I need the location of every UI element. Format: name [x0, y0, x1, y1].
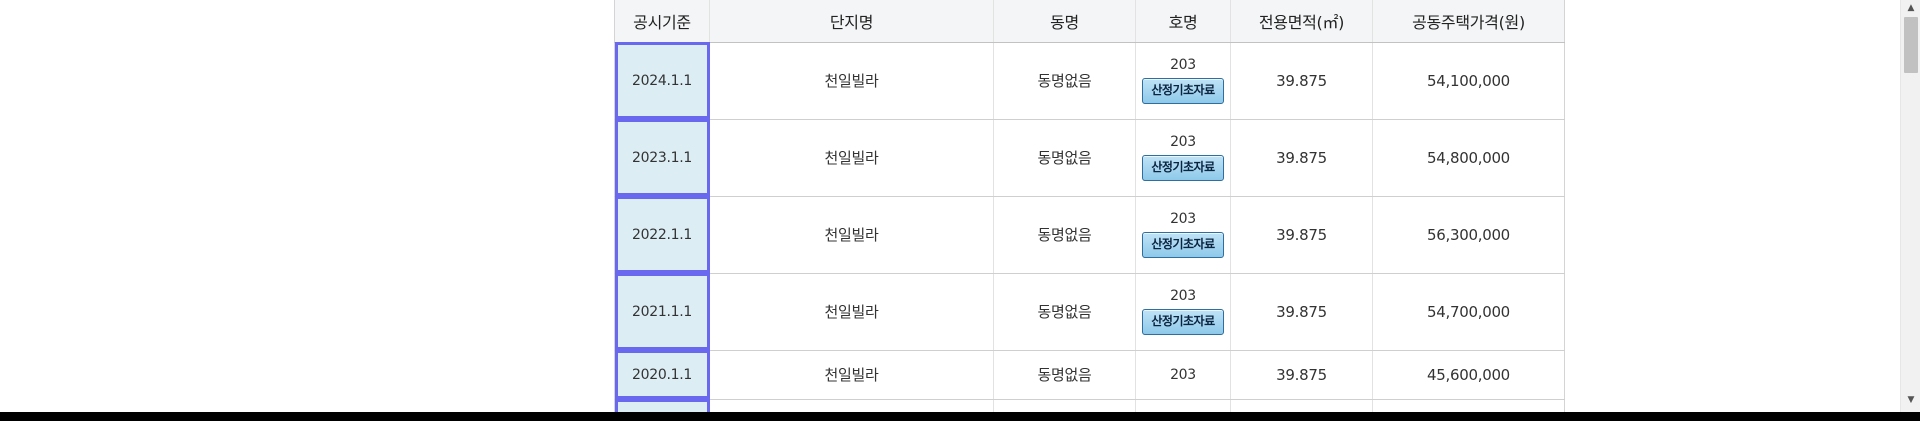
table-cell — [993, 399, 1136, 412]
announcement-date-cell[interactable]: 2022.1.1 — [614, 196, 710, 274]
table-cell — [1372, 399, 1565, 412]
announcement-date-cell[interactable] — [614, 399, 710, 412]
housing-price-cell: 56,300,000 — [1372, 196, 1565, 274]
table-row: 2021.1.1 천일빌라 동명없음 203 산정기초자료 39.875 54,… — [614, 273, 1565, 351]
housing-price-cell: 54,700,000 — [1372, 273, 1565, 351]
building-name-cell: 동명없음 — [993, 273, 1136, 351]
vertical-scrollbar[interactable]: ▲ ▼ — [1900, 0, 1920, 412]
unit-number: 203 — [1170, 288, 1196, 304]
unit-cell: 203 산정기초자료 — [1135, 196, 1231, 274]
unit-cell: 203 산정기초자료 — [1135, 42, 1231, 120]
header-housing-price: 공동주택가격(원) — [1372, 0, 1565, 43]
housing-price-cell: 45,600,000 — [1372, 350, 1565, 400]
announcement-date-cell[interactable]: 2024.1.1 — [614, 42, 710, 120]
complex-name-cell: 천일빌라 — [709, 273, 994, 351]
header-complex-name: 단지명 — [709, 0, 994, 43]
building-name-cell: 동명없음 — [993, 119, 1136, 197]
complex-name-cell: 천일빌라 — [709, 42, 994, 120]
table-row: 2022.1.1 천일빌라 동명없음 203 산정기초자료 39.875 56,… — [614, 196, 1565, 274]
page-viewport: 공시기준 단지명 동명 호명 전용면적(㎡) 공동주택가격(원) 2024.1.… — [614, 0, 1565, 412]
header-unit-number: 호명 — [1135, 0, 1231, 43]
unit-cell: 203 — [1135, 350, 1231, 400]
complex-name-cell: 천일빌라 — [709, 350, 994, 400]
header-building-name: 동명 — [993, 0, 1136, 43]
unit-number: 203 — [1170, 367, 1196, 383]
table-cell — [709, 399, 994, 412]
unit-number: 203 — [1170, 57, 1196, 73]
unit-cell: 203 산정기초자료 — [1135, 273, 1231, 351]
building-name-cell: 동명없음 — [993, 42, 1136, 120]
exclusive-area-cell: 39.875 — [1230, 196, 1373, 274]
exclusive-area-cell: 39.875 — [1230, 350, 1373, 400]
table-row: 2023.1.1 천일빌라 동명없음 203 산정기초자료 39.875 54,… — [614, 119, 1565, 197]
scroll-up-arrow-icon[interactable]: ▲ — [1907, 3, 1915, 13]
header-exclusive-area: 전용면적(㎡) — [1230, 0, 1373, 43]
announcement-date-cell[interactable]: 2021.1.1 — [614, 273, 710, 351]
table-row: 2020.1.1 천일빌라 동명없음 203 39.875 45,600,000 — [614, 350, 1565, 400]
scroll-down-arrow-icon[interactable]: ▼ — [1907, 395, 1915, 405]
complex-name-cell: 천일빌라 — [709, 119, 994, 197]
building-name-cell: 동명없음 — [993, 350, 1136, 400]
table-header-row: 공시기준 단지명 동명 호명 전용면적(㎡) 공동주택가격(원) — [614, 0, 1565, 43]
housing-price-cell: 54,800,000 — [1372, 119, 1565, 197]
exclusive-area-cell: 39.875 — [1230, 42, 1373, 120]
table-cell — [1230, 399, 1373, 412]
announcement-date-cell[interactable]: 2023.1.1 — [614, 119, 710, 197]
header-announcement-date: 공시기준 — [614, 0, 710, 43]
calculation-basis-button[interactable]: 산정기초자료 — [1142, 232, 1224, 258]
table-row-partial — [614, 399, 1565, 412]
unit-number: 203 — [1170, 134, 1196, 150]
housing-price-cell: 54,100,000 — [1372, 42, 1565, 120]
bottom-edge-bar — [0, 412, 1920, 421]
calculation-basis-button[interactable]: 산정기초자료 — [1142, 78, 1224, 104]
table-row: 2024.1.1 천일빌라 동명없음 203 산정기초자료 39.875 54,… — [614, 42, 1565, 120]
calculation-basis-button[interactable]: 산정기초자료 — [1142, 155, 1224, 181]
complex-name-cell: 천일빌라 — [709, 196, 994, 274]
table-cell — [1135, 399, 1231, 412]
building-name-cell: 동명없음 — [993, 196, 1136, 274]
exclusive-area-cell: 39.875 — [1230, 273, 1373, 351]
unit-cell: 203 산정기초자료 — [1135, 119, 1231, 197]
scroll-thumb[interactable] — [1904, 17, 1918, 73]
exclusive-area-cell: 39.875 — [1230, 119, 1373, 197]
announcement-date-cell[interactable]: 2020.1.1 — [614, 350, 710, 400]
housing-price-table: 공시기준 단지명 동명 호명 전용면적(㎡) 공동주택가격(원) 2024.1.… — [614, 0, 1565, 412]
calculation-basis-button[interactable]: 산정기초자료 — [1142, 309, 1224, 335]
unit-number: 203 — [1170, 211, 1196, 227]
